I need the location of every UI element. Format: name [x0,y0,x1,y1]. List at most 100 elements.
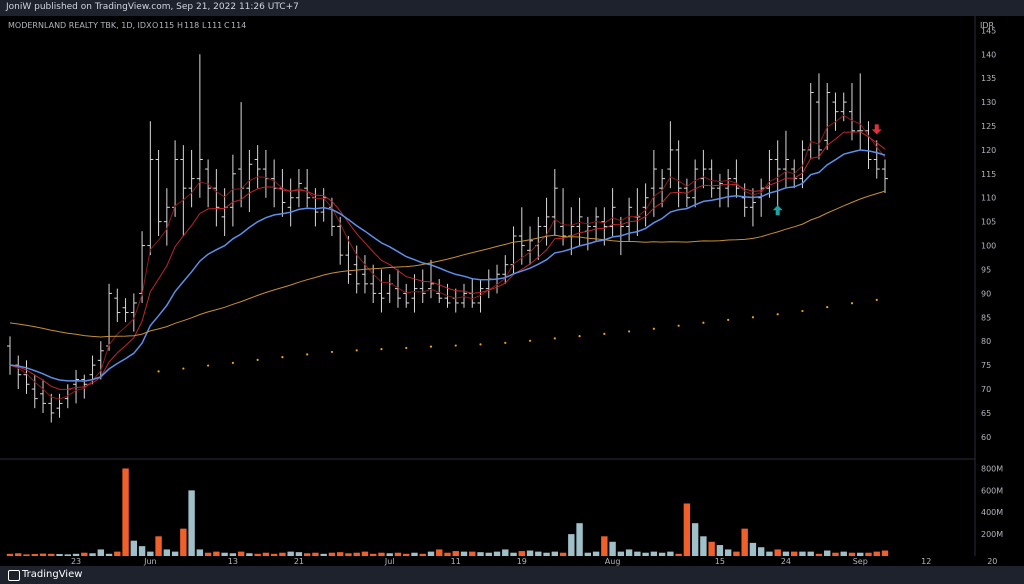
volume-bar [551,551,559,556]
ohlc-bar [73,369,80,404]
volume-bar [72,553,80,556]
ohlc-bar [419,269,426,303]
volume-bar [724,549,732,556]
volume-bar [592,551,600,556]
tradingview-logo-icon [8,570,20,581]
price-tick-label: 95 [981,265,991,274]
ohlc-bar [609,188,616,236]
volume-bar [254,553,261,556]
volume-bar [378,552,385,556]
ma-dot [751,316,755,319]
legend-l-value: 111 [207,21,222,30]
ohlc-bar [163,188,170,246]
x-tick-label: 21 [294,557,304,566]
volume-bar [147,551,154,556]
ohlc-bar [452,288,459,313]
volume-bar [502,549,509,556]
volume-bars [6,468,889,556]
volume-bar [749,542,757,556]
volume-bar [510,552,517,556]
volume-bar [213,551,220,556]
buy-arrow-icon [772,205,783,216]
currency-label: IDR [980,21,995,30]
volume-bar [221,552,228,556]
legend-symbol: MODERNLAND REALTY TBK, 1D, IDX [8,21,152,30]
ohlc-bar [403,283,410,308]
ma-dot [182,367,185,370]
ohlc-bar [386,274,393,303]
volume-tick-label: 200M [981,530,1003,539]
ma-dot [256,358,259,361]
ohlc-bar [799,140,806,189]
ohlc-bar [122,298,129,323]
ohlc-bar [650,149,657,217]
ma-dot [850,302,854,305]
x-tick-label: 15 [715,557,725,566]
ohlc-bar [97,341,104,380]
ohlc-bar [7,336,13,375]
volume-tick-label: 400M [981,508,1003,517]
ohlc-bar [502,255,509,284]
volume-bar [361,551,369,556]
volume-bar [493,551,501,556]
legend-c-label: C [224,21,230,30]
volume-bar [609,541,616,556]
ma-dot [306,353,309,356]
x-tick-label: 13 [228,557,238,566]
x-tick-label: 11 [451,557,461,566]
ohlc-bar [716,173,723,208]
volume-bar [436,549,443,556]
ma-dot [330,350,334,354]
ohlc-bar [675,140,682,208]
x-tick-label: 12 [921,557,931,566]
ohlc-bar [527,226,534,265]
volume-bar [15,553,22,556]
ohlc-bar [832,92,839,131]
price-tick-label: 100 [981,242,996,251]
ohlc-bar [758,178,765,217]
price-tick-label: 90 [981,289,991,298]
volume-bar [782,551,790,556]
ma-slow-line [9,190,886,338]
volume-bar [6,553,14,556]
ohlc-bar [345,236,352,284]
volume-bar [642,552,649,556]
volume-tick-label: 800M [981,464,1003,473]
ma-dot [776,313,779,316]
volume-bar [394,552,402,556]
volume-bar [370,553,377,556]
volume-bar [411,552,418,556]
volume-bar [625,549,633,556]
price-tick-label: 125 [981,122,996,131]
legend-c-value: 114 [231,21,246,30]
ohlc-bar [485,269,492,299]
volume-bar [460,551,468,556]
volume-bar [824,550,831,556]
volume-bar [345,553,352,556]
volume-bar [683,503,691,556]
x-tick-label: 20 [987,557,997,566]
ohlc-bar [262,149,269,198]
volume-bar [427,551,435,556]
ohlc-bar [436,279,443,303]
volume-bar [469,551,476,556]
signal-arrows [772,124,882,216]
ohlc-bar [411,274,418,313]
volume-bar [576,523,583,556]
ohlc-bar [659,169,666,208]
volume-bar [865,552,872,556]
volume-bar [386,553,393,556]
volume-bar [873,551,880,556]
ohlc-bar [824,82,831,150]
volume-bar [64,554,71,556]
ma-dot [677,324,680,327]
volume-bar [691,523,699,556]
price-tick-label: 80 [981,337,991,346]
volume-bar [650,551,658,556]
ohlc-bar [229,154,236,227]
price-tick-label: 105 [981,218,996,227]
ohlc-bar [320,188,327,222]
volume-bar [97,549,105,556]
price-chart[interactable]: 145 140 135 130 125 120 115 110 105 100 95 90 85 80 75… [0,16,1024,566]
ma-dot [355,349,358,352]
